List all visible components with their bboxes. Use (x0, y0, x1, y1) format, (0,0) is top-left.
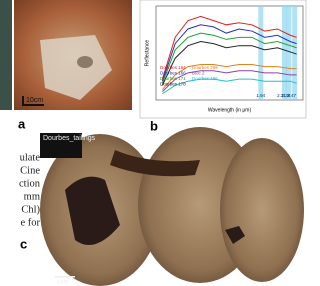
scale-bar (22, 104, 44, 106)
legend-entry: Bloc 2 (192, 71, 205, 76)
caption-line: mm (24, 191, 40, 202)
caption-line: ction (19, 178, 41, 189)
legend-entry: Dourbes 171 (160, 76, 186, 81)
scale-label: 1cm (57, 280, 68, 286)
caption-line: Cine (20, 165, 40, 176)
figure: 10cm a b ulate Cine ction mm Chl) e for … (0, 0, 307, 286)
legend-entry: Dourbes 166 (160, 71, 186, 76)
legend-entry: Dourbes 269 (192, 65, 218, 70)
absorption-band (286, 6, 291, 100)
legend-entry: Dourbes 186 (192, 76, 218, 81)
scale-bar (55, 276, 75, 278)
band-label: 1.94 (256, 93, 265, 98)
caption-line: ulate (20, 152, 41, 163)
band-label: 2.47 (287, 93, 296, 98)
legend-entry: Dourbes 164 (160, 65, 186, 70)
caption-line: e for (20, 217, 40, 228)
legend-entry: Dourbes 178 (160, 82, 186, 87)
image-title: Dourbes_tailings (43, 135, 96, 142)
panel-label: c (20, 236, 27, 251)
caption-line: Chl) (21, 204, 40, 215)
panel-label: b (150, 118, 158, 133)
panel-c-image (40, 127, 304, 286)
scale-label: 10cm (26, 97, 43, 104)
absorption-band (282, 6, 287, 100)
y-axis-label: Reflectance (144, 40, 150, 67)
panel-label: a (18, 116, 26, 131)
x-axis-label: Wavelength (in μm) (208, 107, 252, 113)
left-image-strip (0, 0, 12, 110)
panel-b-frame (140, 0, 306, 118)
absorption-band (258, 6, 263, 100)
figure-svg: 10cm a b ulate Cine ction mm Chl) e for … (0, 0, 307, 286)
pit (77, 56, 93, 68)
